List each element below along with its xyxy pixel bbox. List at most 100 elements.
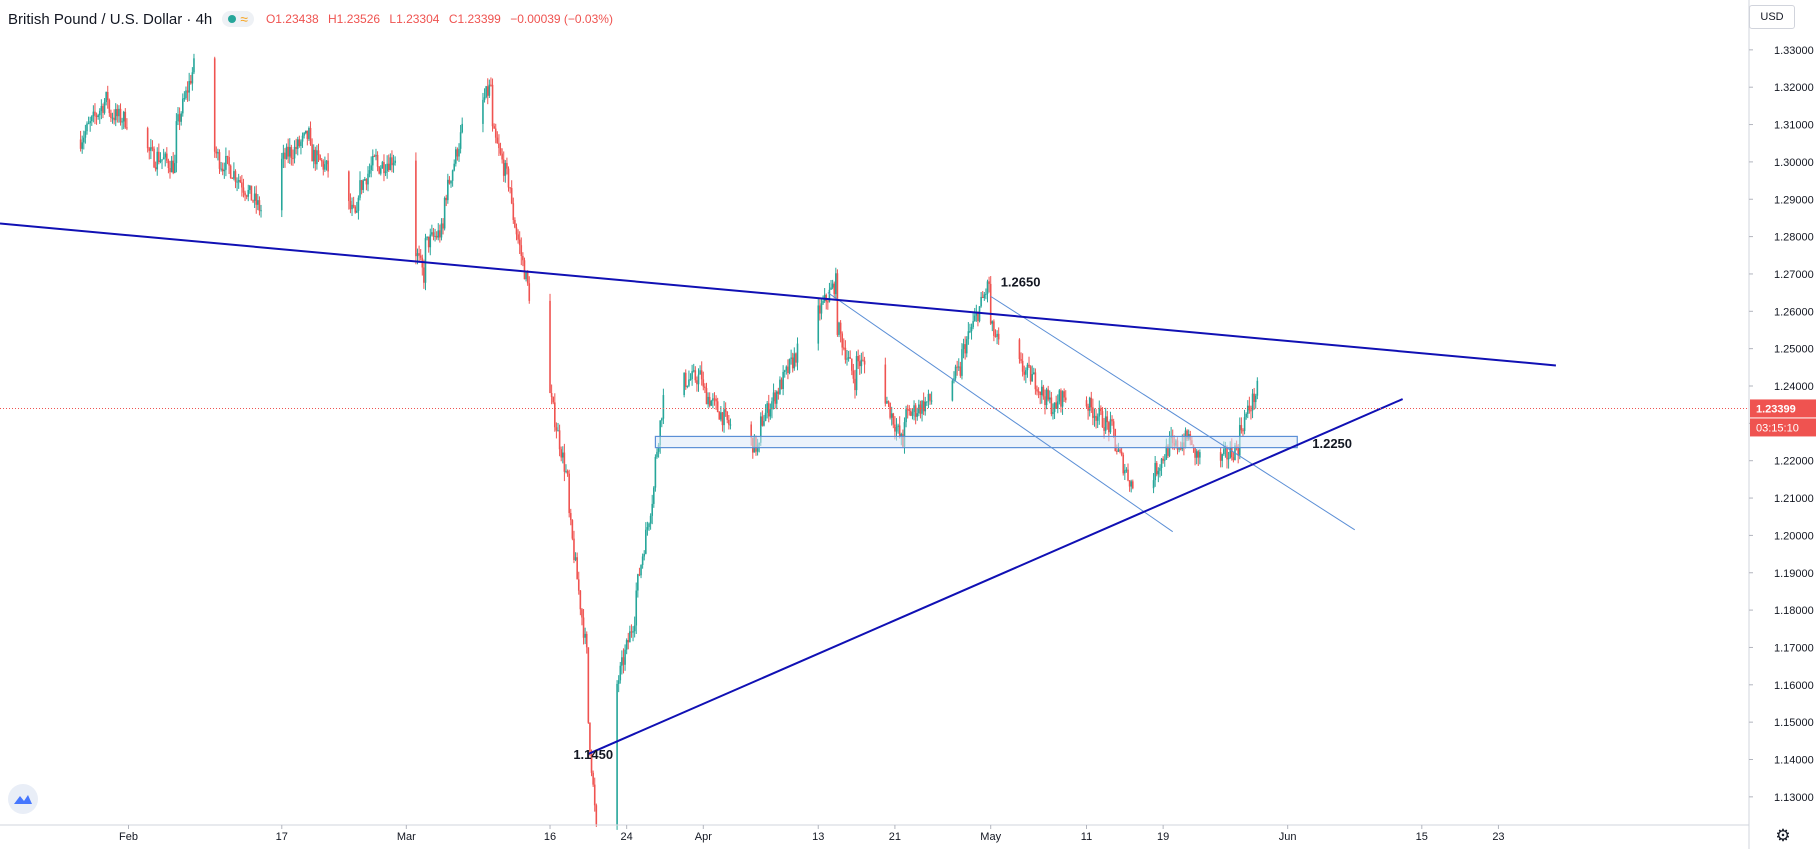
candle-up xyxy=(111,117,114,119)
candle-down xyxy=(423,267,425,283)
candle-down xyxy=(989,283,992,324)
price-axis[interactable]: 1.13000 1.14000 1.15000 1.16000 1.17000 1.180… xyxy=(1748,0,1818,849)
candle-up xyxy=(621,657,623,666)
candle-down xyxy=(365,179,368,185)
candle-up xyxy=(817,305,820,344)
candle-down xyxy=(499,148,502,154)
candle-down xyxy=(566,470,569,474)
candle-up xyxy=(646,527,649,530)
candle-up xyxy=(985,293,987,295)
candle-up xyxy=(855,356,858,391)
candle-down xyxy=(906,409,909,411)
candle-up xyxy=(659,420,661,446)
candle-up xyxy=(1104,416,1107,431)
candle-down xyxy=(255,193,258,205)
candle-up xyxy=(653,487,655,504)
status-indicator[interactable]: ≈ xyxy=(222,11,254,27)
candle-up xyxy=(260,210,262,212)
candle-up xyxy=(772,392,775,402)
close-value: C1.23399 xyxy=(448,12,501,26)
candle-down xyxy=(231,178,234,180)
candle-down xyxy=(713,398,716,400)
candle-down xyxy=(887,401,890,403)
candle-down xyxy=(119,108,122,123)
candle-up xyxy=(692,370,695,372)
candle-down xyxy=(724,409,727,412)
candle-up xyxy=(903,422,906,447)
candle-down xyxy=(234,171,237,182)
candle-up xyxy=(660,418,663,421)
candle-up xyxy=(367,173,369,185)
candle-down xyxy=(106,92,109,101)
candle-up xyxy=(233,171,235,179)
candle-down xyxy=(378,166,380,174)
candle-down xyxy=(189,80,192,84)
candle-down xyxy=(415,160,417,257)
candle-up xyxy=(905,409,907,423)
candle-up xyxy=(100,106,103,111)
candle-down xyxy=(894,424,896,432)
candle-up xyxy=(103,101,106,113)
currency-badge[interactable]: USD xyxy=(1749,5,1795,29)
candle-up xyxy=(185,90,187,99)
candle-down xyxy=(1108,422,1110,433)
candle-up xyxy=(957,366,960,368)
candle-down xyxy=(1042,386,1045,397)
candle-down xyxy=(956,366,958,368)
candle-up xyxy=(1056,401,1059,409)
candle-down xyxy=(1116,450,1118,452)
candle-up xyxy=(1224,448,1227,450)
candle-up xyxy=(641,556,644,566)
candle-up xyxy=(90,116,93,122)
candle-down xyxy=(767,403,770,417)
candle-down xyxy=(914,405,917,417)
candle-down xyxy=(592,772,594,785)
candle-up xyxy=(886,401,888,404)
candle-down xyxy=(1018,339,1021,360)
candle-down xyxy=(702,379,705,387)
candle-down xyxy=(993,321,995,336)
candle-down xyxy=(1036,389,1038,392)
candle-down xyxy=(327,160,329,172)
symbol-title[interactable]: British Pound / U.S. Dollar · 4h xyxy=(8,10,213,28)
support-zone-rect[interactable] xyxy=(654,435,1298,449)
candle-down xyxy=(568,473,570,514)
candle-up xyxy=(980,296,982,307)
last-price-badge xyxy=(1750,399,1816,418)
candle-up xyxy=(574,557,577,560)
price-tick-label: 1.15000 xyxy=(1774,717,1814,729)
candle-up xyxy=(181,98,184,114)
candle-down xyxy=(839,322,842,334)
candle-down xyxy=(1047,389,1049,400)
candle-down xyxy=(456,149,459,157)
status-dot-icon xyxy=(228,15,237,23)
candle-down xyxy=(854,378,856,391)
candle-down xyxy=(116,109,119,117)
candle-down xyxy=(373,156,376,158)
drawings-layer[interactable] xyxy=(0,222,1748,755)
candle-down xyxy=(715,398,717,402)
channel-line-1[interactable] xyxy=(827,292,1174,533)
candle-down xyxy=(442,223,444,229)
candle-up xyxy=(170,160,173,173)
price-tick-label: 1.26000 xyxy=(1774,306,1814,318)
candle-down xyxy=(239,180,242,183)
candle-up xyxy=(156,151,159,170)
candle-up xyxy=(820,303,823,314)
tradingview-logo-icon[interactable] xyxy=(8,784,38,814)
candles-layer xyxy=(79,53,1259,830)
candle-down xyxy=(684,372,687,387)
candle-down xyxy=(493,126,495,129)
ascending-support-trendline[interactable] xyxy=(587,398,1404,755)
descending-resistance-trendline[interactable] xyxy=(0,222,1557,367)
high-value: H1.23526 xyxy=(328,12,381,26)
candle-down xyxy=(153,148,155,168)
time-axis[interactable]: Feb 17 Mar 16 24 Apr 13 21 May 11 19 Jun 15 23 xyxy=(0,824,1749,843)
candle-down xyxy=(1120,451,1123,455)
candle-up xyxy=(835,273,837,295)
settings-gear-icon[interactable]: ⚙ xyxy=(1775,826,1791,845)
channel-line-2[interactable] xyxy=(990,295,1356,531)
candle-up xyxy=(381,162,384,169)
candle-down xyxy=(1044,396,1046,406)
